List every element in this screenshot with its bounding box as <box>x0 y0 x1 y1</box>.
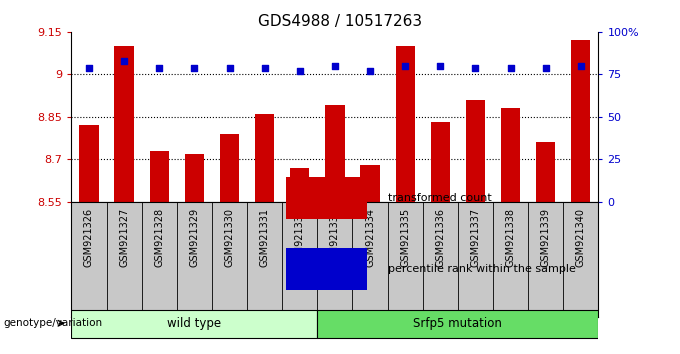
Text: GSM921327: GSM921327 <box>119 207 129 267</box>
Point <box>541 65 551 70</box>
Bar <box>114 46 134 202</box>
Point <box>435 63 446 69</box>
Text: GSM921330: GSM921330 <box>224 207 235 267</box>
Bar <box>185 154 204 202</box>
Point <box>470 65 481 70</box>
Bar <box>286 248 367 290</box>
Point <box>189 65 200 70</box>
Text: GSM921338: GSM921338 <box>505 207 515 267</box>
Point <box>505 65 516 70</box>
Text: GSM921337: GSM921337 <box>471 207 481 267</box>
Bar <box>536 142 556 202</box>
Point <box>118 58 129 64</box>
Text: GDS4988 / 10517263: GDS4988 / 10517263 <box>258 14 422 29</box>
Bar <box>150 151 169 202</box>
Point <box>364 68 375 74</box>
Text: GSM921339: GSM921339 <box>541 207 551 267</box>
Text: GSM921331: GSM921331 <box>260 207 270 267</box>
Bar <box>325 105 345 202</box>
Point <box>294 68 305 74</box>
Text: genotype/variation: genotype/variation <box>3 318 103 328</box>
Point <box>259 65 270 70</box>
Point <box>329 63 340 69</box>
Text: GSM921332: GSM921332 <box>294 207 305 267</box>
Bar <box>396 46 415 202</box>
Bar <box>286 177 367 219</box>
Bar <box>430 122 450 202</box>
FancyBboxPatch shape <box>318 309 598 338</box>
Point <box>224 65 235 70</box>
Text: GSM921335: GSM921335 <box>400 207 410 267</box>
Text: GSM921333: GSM921333 <box>330 207 340 267</box>
Bar <box>501 108 520 202</box>
Text: GSM921336: GSM921336 <box>435 207 445 267</box>
Text: Srfp5 mutation: Srfp5 mutation <box>413 317 503 330</box>
Bar <box>255 114 274 202</box>
Bar <box>360 165 379 202</box>
Text: GSM921334: GSM921334 <box>365 207 375 267</box>
FancyBboxPatch shape <box>71 309 318 338</box>
Text: GSM921326: GSM921326 <box>84 207 94 267</box>
Text: GSM921329: GSM921329 <box>189 207 199 267</box>
Text: transformed count: transformed count <box>388 193 492 203</box>
Point <box>400 63 411 69</box>
Text: percentile rank within the sample: percentile rank within the sample <box>388 264 575 274</box>
Bar <box>80 125 99 202</box>
Text: GSM921340: GSM921340 <box>576 207 586 267</box>
Point <box>575 63 586 69</box>
Point <box>84 65 95 70</box>
Text: wild type: wild type <box>167 317 222 330</box>
Bar <box>571 40 590 202</box>
Point <box>154 65 165 70</box>
Bar <box>466 100 485 202</box>
Bar <box>290 168 309 202</box>
Bar <box>220 134 239 202</box>
Text: GSM921328: GSM921328 <box>154 207 165 267</box>
